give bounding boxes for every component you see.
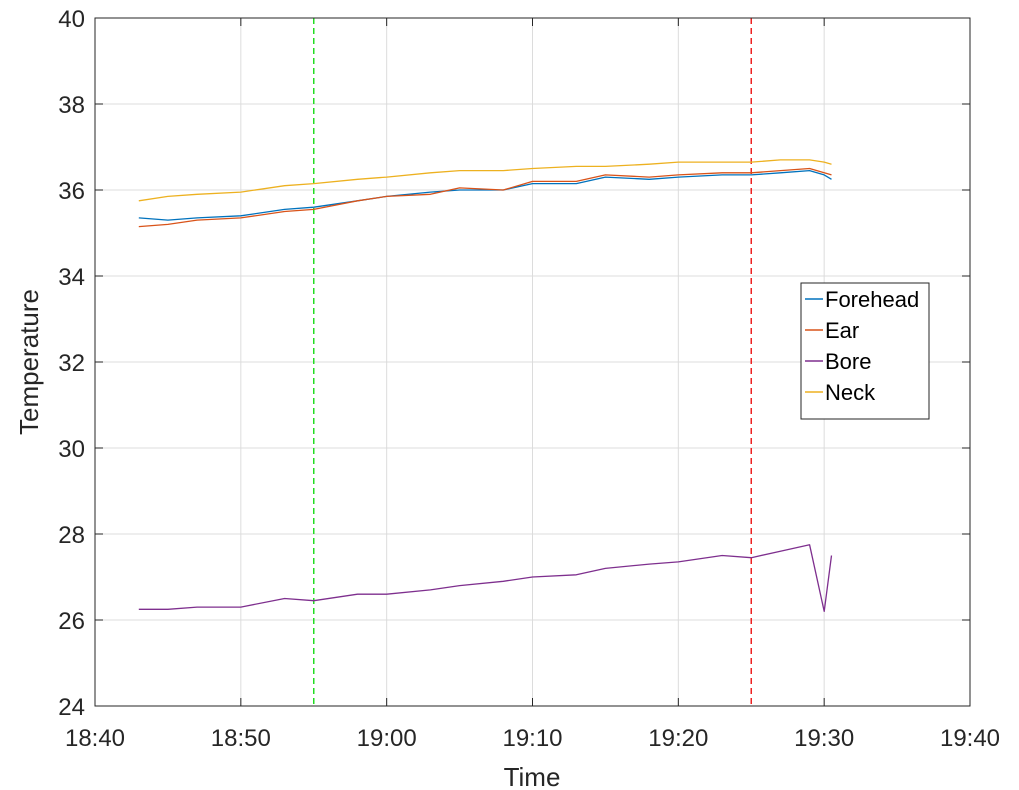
x-tick-label: 19:00 (357, 725, 417, 752)
y-tick-label: 28 (58, 522, 85, 549)
legend-label: Ear (825, 318, 859, 343)
y-tick-label: 32 (58, 350, 85, 377)
series-line-forehead (138, 169, 832, 221)
legend: Forehead Ear Bore Neck (800, 282, 930, 420)
y-axis-ticks: 24 26 28 30 32 34 36 38 40 (58, 6, 970, 721)
x-tick-label: 18:50 (211, 725, 271, 752)
y-tick-label: 38 (58, 92, 85, 119)
series-line-neck (138, 159, 832, 202)
legend-box (800, 282, 930, 420)
y-tick-label: 26 (58, 608, 85, 635)
y-axis-label: Temperature (14, 289, 44, 435)
x-tick-label: 18:40 (65, 725, 125, 752)
event-markers (313, 18, 752, 706)
legend-label: Neck (825, 380, 876, 405)
x-tick-label: 19:20 (648, 725, 708, 752)
x-axis-label: Time (504, 762, 561, 790)
legend-label: Bore (825, 349, 871, 374)
data-series (138, 159, 833, 613)
y-tick-label: 24 (58, 694, 85, 721)
legend-label: Forehead (825, 287, 919, 312)
y-tick-label: 40 (58, 6, 85, 33)
x-tick-label: 19:30 (794, 725, 854, 752)
y-tick-label: 30 (58, 436, 85, 463)
y-tick-label: 34 (58, 264, 85, 291)
x-tick-label: 19:10 (502, 725, 562, 752)
x-axis-ticks: 18:40 18:50 19:00 19:10 19:20 19:30 19:40 (65, 18, 1000, 752)
series-line-bore (138, 544, 833, 613)
series-line-ear (138, 167, 832, 228)
y-tick-label: 36 (58, 178, 85, 205)
x-tick-label: 19:40 (940, 725, 1000, 752)
